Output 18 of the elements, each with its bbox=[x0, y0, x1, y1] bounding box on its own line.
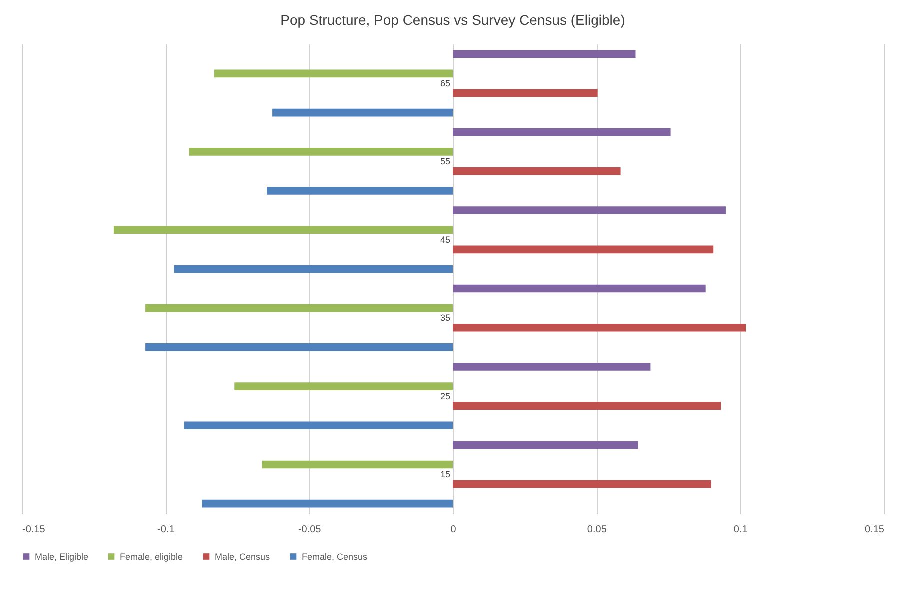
x-tick-label: -0.05 bbox=[298, 524, 322, 536]
y-tick-label: 65 bbox=[440, 78, 450, 88]
y-tick-label: 45 bbox=[440, 234, 450, 245]
x-tick-label: -0.1 bbox=[158, 524, 176, 536]
y-tick-label: 35 bbox=[440, 313, 450, 324]
chart-title: Pop Structure, Pop Census vs Survey Census (Eligible) bbox=[280, 12, 626, 28]
legend-label: Male, Census bbox=[215, 552, 271, 562]
x-tick-label: 0.15 bbox=[865, 524, 885, 536]
y-tick-label: 15 bbox=[440, 470, 450, 480]
legend-label: Male, Eligible bbox=[35, 552, 89, 562]
x-tick-label: 0.05 bbox=[587, 524, 608, 536]
legend-label: Female, Census bbox=[302, 552, 368, 562]
x-tick-label: 0 bbox=[450, 524, 457, 536]
x-tick-label: -0.15 bbox=[22, 524, 46, 536]
legend-label: Female, eligible bbox=[120, 552, 184, 562]
y-tick-label: 55 bbox=[440, 156, 450, 167]
y-tick-label: 25 bbox=[440, 391, 450, 402]
x-tick-label: 0.1 bbox=[734, 524, 748, 536]
